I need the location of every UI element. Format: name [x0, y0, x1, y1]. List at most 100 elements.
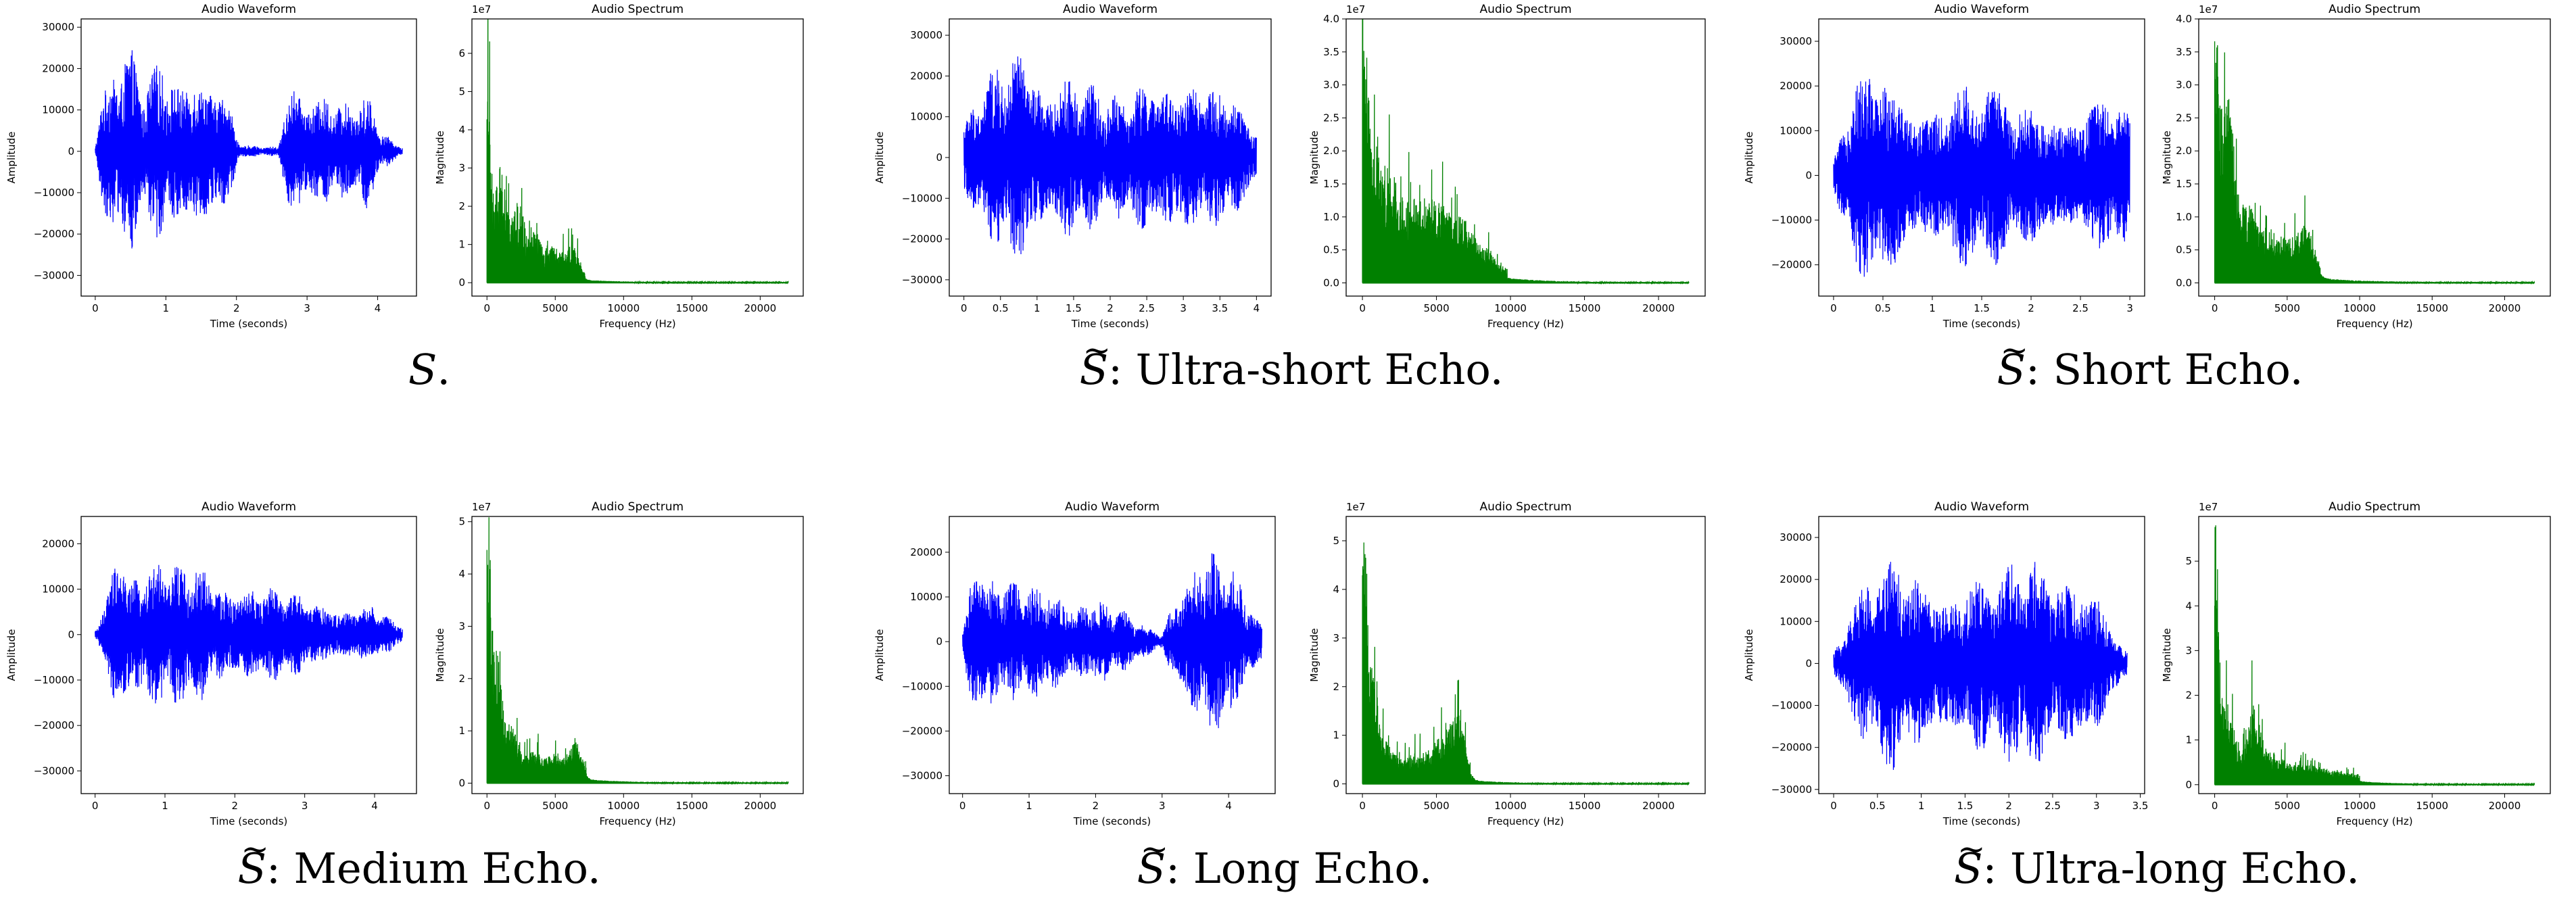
spectrum-long-ytick-label: 3	[1333, 632, 1339, 644]
waveform-long-frame	[949, 516, 1276, 794]
spectrum-ultra-short-xtick-label: 0	[1359, 302, 1366, 314]
spectrum-exponent-long: 1e7	[1346, 501, 1365, 513]
spectrum-exponent-ultra-long: 1e7	[2199, 501, 2218, 513]
spectrum-ultra-long-xtick-label: 20000	[2489, 800, 2521, 812]
waveform-plot-short: Audio Waveform 0 0.5 1 1.5 2 2.5 3 −20000 −10000 0…	[1743, 3, 2145, 330]
waveform-long-ylabel: Amplitude	[874, 629, 886, 681]
spectrum-ultra-short-xtick-label: 5000	[1423, 302, 1449, 314]
waveform-S-xtick-label: 1	[163, 302, 170, 314]
spectrum-S-xtick-label: 5000	[542, 302, 568, 314]
spectrum-short-ylabel: Magnitude	[2161, 130, 2173, 184]
spectrum-S-ytick-label: 3	[458, 162, 465, 174]
spectrum-short-xtick-label: 10000	[2343, 302, 2376, 314]
waveform-line-long	[962, 553, 1262, 729]
waveform-plot-ultra-short: Audio Waveform 0 0.5 1 1.5 2 2.5 3 3.5 4 −30000 −20…	[874, 3, 1272, 330]
tilde-accent-icon: ~	[1957, 829, 1986, 869]
waveform-short-xtick-label: 3	[2126, 302, 2133, 314]
waveform-long-xtick-label: 3	[1159, 800, 1166, 812]
spectrum-medium-title: Audio Spectrum	[592, 500, 684, 514]
waveform-ultra-short-xtick-label: 0	[961, 302, 968, 314]
waveform-medium-ylabel: Amplitude	[5, 629, 18, 681]
waveform-S-xtick-label: 2	[233, 302, 240, 314]
spectrum-short-xtick-label: 20000	[2489, 302, 2521, 314]
spectrum-S-xtick-label: 15000	[675, 302, 708, 314]
waveform-ultra-short-ytick-label: −20000	[902, 233, 943, 245]
caption-text: : Ultra-long Echo.	[1982, 844, 2360, 893]
spectrum-ultra-short-ytick-label: 2.0	[1323, 145, 1339, 157]
spectrum-ultra-long-ytick-label: 5	[2185, 555, 2192, 567]
spectrum-ultra-long-ytick-label: 3	[2185, 644, 2192, 656]
waveform-short-xtick-label: 1	[1929, 302, 1936, 314]
spectrum-line-medium	[486, 517, 789, 786]
waveform-plot-medium: Audio Waveform 0 1 2 3 4 −30000 −20000 −10000 0 10…	[5, 500, 417, 827]
spectrum-ultra-long-ytick-label: 4	[2185, 600, 2192, 612]
waveform-medium-ytick-label: 10000	[42, 583, 74, 596]
waveform-plot-long: Audio Waveform 0 1 2 3 4 −30000 −20000 −10000 0 10…	[874, 500, 1276, 827]
waveform-ultra-long-xtick-label: 2	[2005, 800, 2012, 812]
caption-text: : Long Echo.	[1166, 844, 1433, 893]
waveform-medium-xtick-label: 3	[302, 800, 308, 812]
spectrum-S-ytick-label: 2	[458, 200, 465, 212]
waveform-ultra-short-xtick-label: 2.5	[1139, 302, 1155, 314]
spectrum-short-ytick-label: 0.5	[2176, 244, 2192, 256]
waveform-ultra-long-frame	[1818, 516, 2145, 794]
waveform-S-ytick-label: −10000	[34, 187, 74, 199]
waveform-S-ytick-label: 0	[68, 145, 74, 158]
waveform-ultra-long-xtick-label: 1	[1918, 800, 1925, 812]
spectrum-line-ultra-long	[2214, 525, 2535, 787]
spectrum-long-ytick-label: 1	[1333, 729, 1339, 742]
spectrum-S-ytick-label: 6	[458, 47, 465, 59]
waveform-ultra-short-xtick-label: 3.5	[1212, 302, 1228, 314]
tilde-accent-icon: ~	[241, 829, 269, 869]
spectrum-long-xtick-label: 15000	[1569, 800, 1601, 812]
waveform-medium-xtick-label: 0	[92, 800, 99, 812]
spectrum-medium-ytick-label: 0	[458, 777, 465, 790]
spectrum-plot-ultra-long: Audio Spectrum 0 5000 10000 15000 20000 0 1 2 3 4 5…	[2161, 500, 2551, 827]
waveform-short-ytick-label: 0	[1805, 169, 1812, 181]
spectrum-ultra-short-title: Audio Spectrum	[1479, 3, 1571, 16]
waveform-medium-xtick-label: 4	[371, 800, 378, 812]
waveform-ultra-long-ytick-label: 20000	[1780, 573, 1812, 585]
waveform-medium-xtick-label: 1	[162, 800, 168, 812]
waveform-ultra-short-ylabel: Amplitude	[874, 132, 886, 184]
spectrum-line-long	[1362, 542, 1690, 786]
waveform-ultra-short-title: Audio Waveform	[1063, 3, 1158, 16]
waveform-short-xtick-label: 2.5	[2072, 302, 2089, 314]
spectrum-medium-xtick-label: 10000	[607, 800, 640, 812]
waveform-short-xtick-label: 2	[2028, 302, 2034, 314]
caption-ultra-short: S ~: Ultra-short Echo.	[1080, 331, 1504, 394]
waveform-S-xlabel: Time (seconds)	[210, 318, 288, 330]
waveform-ultra-short-xtick-label: 1.5	[1066, 302, 1082, 314]
spectrum-medium-ytick-label: 5	[458, 516, 465, 528]
spectrum-line-ultra-short	[1362, 19, 1690, 285]
spectrum-medium-ylabel: Magnitude	[434, 628, 446, 681]
waveform-S-xtick-label: 3	[304, 302, 310, 314]
waveform-ultra-long-ylabel: Amplitude	[1743, 629, 1755, 681]
waveform-short-xtick-label: 0.5	[1875, 302, 1891, 314]
caption-text: : Ultra-short Echo.	[1108, 345, 1504, 394]
waveform-line-ultra-short	[963, 56, 1257, 255]
caption-symbol: S	[408, 345, 437, 394]
waveform-ultra-long-xtick-label: 3.5	[2132, 800, 2149, 812]
waveform-S-ytick-label: 30000	[42, 21, 74, 33]
spectrum-exponent-ultra-short: 1e7	[1346, 3, 1365, 16]
spectrum-medium-ytick-label: 3	[458, 620, 465, 632]
caption-text: : Short Echo.	[2026, 345, 2304, 394]
spectrum-short-ytick-label: 2.0	[2176, 145, 2192, 157]
spectrum-short-frame	[2198, 18, 2551, 297]
spectrum-ultra-short-ytick-label: 3.0	[1323, 79, 1339, 91]
waveform-medium-title: Audio Waveform	[201, 500, 296, 514]
spectrum-exponent-medium: 1e7	[472, 501, 491, 513]
waveform-ultra-short-xlabel: Time (seconds)	[1071, 318, 1149, 330]
spectrum-S-ytick-label: 0	[458, 276, 465, 289]
tilde-accent-icon: ~	[2000, 331, 2029, 370]
waveform-S-ytick-label: 10000	[42, 104, 74, 116]
spectrum-ultra-short-ytick-label: 3.5	[1323, 46, 1339, 58]
waveform-ultra-short-ytick-label: −10000	[902, 192, 943, 204]
spectrum-S-title: Audio Spectrum	[592, 3, 684, 16]
caption-symbol: S ~	[237, 829, 269, 893]
spectrum-ultra-long-title: Audio Spectrum	[2329, 500, 2420, 514]
spectrum-plot-short: Audio Spectrum 0 5000 10000 15000 20000 0.0 0.5…	[2161, 3, 2551, 330]
waveform-long-ytick-label: −20000	[902, 725, 943, 737]
spectrum-ultra-short-ytick-label: 0.5	[1323, 244, 1339, 256]
